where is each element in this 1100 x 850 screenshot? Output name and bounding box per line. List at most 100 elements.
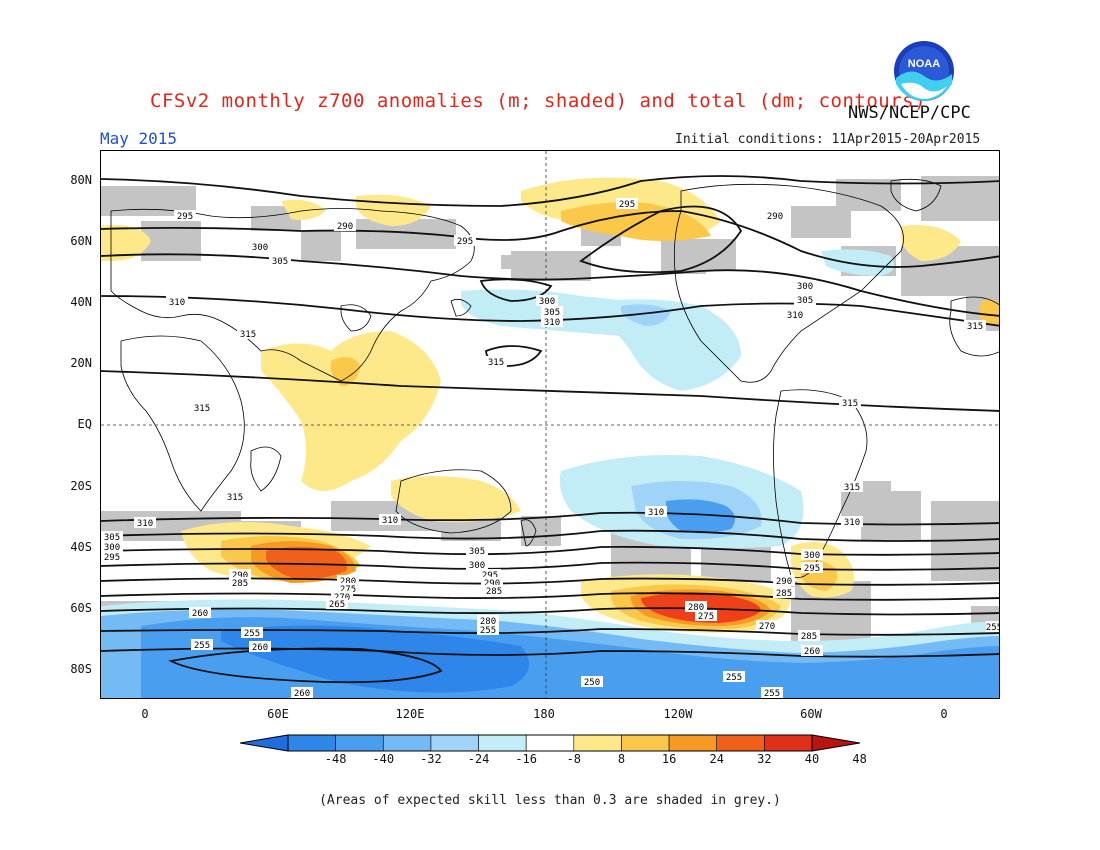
negative-anomaly-area [621, 304, 671, 326]
contour-line [579, 205, 743, 274]
svg-text:285: 285 [776, 589, 792, 599]
contour-label: 315 [964, 320, 986, 332]
contour-label: 315 [839, 397, 861, 409]
lon-label-120e: 120E [395, 707, 425, 721]
lon-label-60e: 60E [267, 707, 289, 721]
svg-text:315: 315 [227, 493, 243, 503]
colorbar-tick-label: 8 [617, 752, 626, 766]
contour-label: 290 [334, 220, 356, 232]
noaa-logo-text: NOAA [908, 58, 940, 70]
svg-text:275: 275 [698, 612, 714, 622]
colorbar-segment [621, 734, 670, 752]
svg-text:310: 310 [137, 519, 153, 529]
svg-text:295: 295 [482, 571, 498, 581]
anomaly-map: 295 290 300 305 310 315 295 295 290 300 … [100, 150, 1000, 699]
svg-text:315: 315 [967, 322, 983, 332]
contour-line [168, 647, 443, 684]
svg-text:260: 260 [804, 647, 820, 657]
lat-label-20s: 20S [70, 479, 92, 493]
contour-label: 315 [485, 356, 507, 368]
lon-label-180: 180 [533, 707, 555, 721]
contour-label: 295 [479, 569, 501, 581]
colorbar-segment [287, 734, 336, 752]
contour-label: 295 [101, 551, 123, 563]
contour-label: 315 [224, 491, 246, 503]
contour-label: 290 [764, 210, 786, 222]
colorbar-segment [478, 734, 527, 752]
colorbar-segment [525, 734, 575, 752]
positive-anomaly-area [330, 357, 361, 386]
svg-text:285: 285 [801, 632, 817, 642]
svg-text:290: 290 [767, 212, 783, 222]
contour-line [101, 577, 999, 586]
svg-text:310: 310 [544, 318, 560, 328]
lon-label-60w: 60W [800, 707, 822, 721]
contour-label: 260 [249, 641, 271, 653]
colorbar-tick-label: 32 [757, 752, 772, 766]
contour-label: 310 [166, 296, 188, 308]
contour-line [101, 370, 999, 412]
australia-coast [395, 469, 512, 534]
negative-anomaly-areas [101, 249, 999, 698]
contour-label: 310 [784, 309, 806, 321]
svg-text:305: 305 [469, 547, 485, 557]
colorbar-tick-label: 24 [709, 752, 724, 766]
west-africa-coast [949, 296, 999, 357]
negative-anomaly-area [221, 625, 529, 693]
svg-text:305: 305 [104, 533, 120, 543]
greenland-coast [890, 178, 942, 212]
contour-label: 295 [454, 235, 476, 247]
colorbar-tick-label: 16 [661, 752, 677, 766]
contour-label: 285 [773, 587, 795, 599]
india-coast [340, 304, 372, 332]
svg-text:285: 285 [232, 579, 248, 589]
agency-label: NWS/NCEP/CPC [848, 103, 971, 123]
colorbar-tick-label: -24 [467, 752, 490, 766]
svg-text:285: 285 [486, 587, 502, 597]
grey-area [511, 251, 591, 281]
coastlines [110, 178, 999, 579]
colorbar-segments [240, 734, 860, 752]
contour-label: 280 [685, 601, 707, 613]
contour-label: 290 [481, 577, 503, 589]
svg-text:305: 305 [544, 308, 560, 318]
svg-text:295: 295 [619, 200, 635, 210]
contour-label: 270 [756, 620, 778, 632]
lat-label-20n: 20N [70, 356, 92, 370]
svg-text:290: 290 [484, 579, 500, 589]
contour-label: 300 [801, 549, 823, 561]
contour-line [101, 295, 999, 327]
contour-label: 260 [291, 687, 313, 698]
colorbar-segment [382, 734, 432, 752]
colorbar-segment [764, 734, 813, 752]
contour-label: 300 [466, 559, 488, 571]
forecast-month: May 2015 [100, 129, 178, 148]
svg-text:290: 290 [232, 571, 248, 581]
height-contours [101, 175, 999, 684]
svg-text:280: 280 [340, 577, 356, 587]
colorbar-segment [240, 735, 288, 751]
colorbar-segment [668, 734, 718, 752]
contour-label: 305 [466, 545, 488, 557]
africa-coast [120, 335, 245, 512]
svg-text:310: 310 [382, 516, 398, 526]
svg-text:260: 260 [252, 643, 268, 653]
contour-line [101, 628, 999, 636]
lon-label-120w: 120W [663, 707, 693, 721]
svg-text:270: 270 [759, 622, 775, 632]
contour-label: 295 [174, 210, 196, 222]
svg-text:300: 300 [804, 551, 820, 561]
contour-label: 255 [191, 639, 213, 651]
lat-label-80n: 80N [70, 173, 92, 187]
noaa-logo: NOAA [893, 40, 955, 102]
reference-lines [101, 151, 999, 698]
contour-line [101, 545, 999, 556]
svg-text:305: 305 [797, 296, 813, 306]
contour-label: 280 [337, 575, 359, 587]
colorbar-tick-label: -16 [515, 752, 538, 766]
svg-text:290: 290 [776, 577, 792, 587]
svg-text:310: 310 [787, 311, 803, 321]
contour-label: 285 [798, 630, 820, 642]
contour-label: 260 [189, 607, 211, 619]
lat-label-eq: EQ [77, 417, 92, 431]
